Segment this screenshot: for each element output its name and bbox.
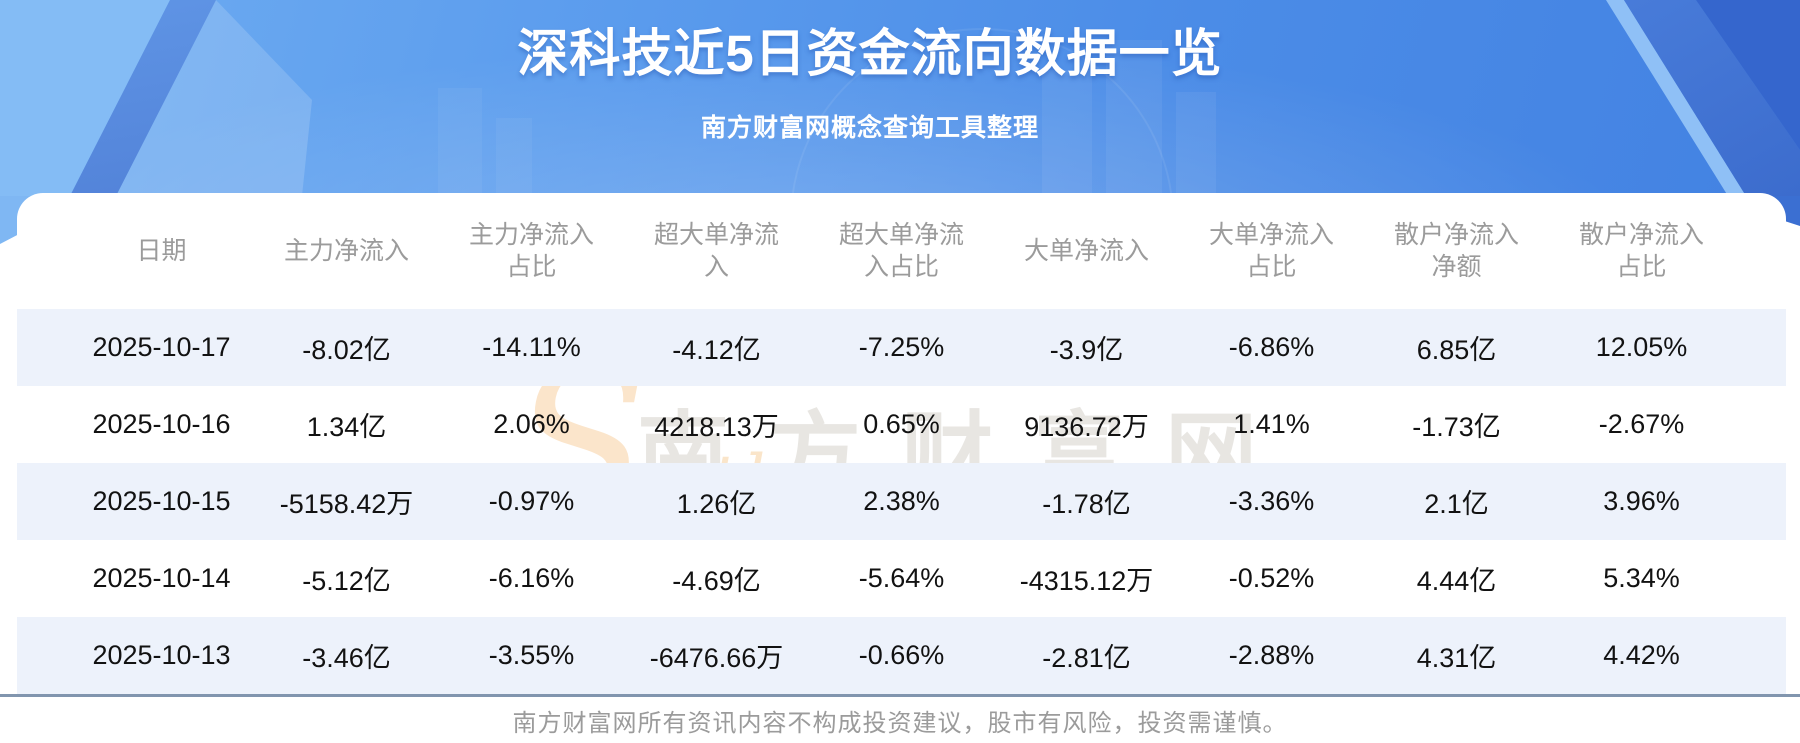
column-header: 大单净流入 [1023, 237, 1149, 265]
table-row: 2025-10-16 1.34亿 2.06% 4218.13万 0.65% 9136.72… [17, 386, 1786, 463]
table-cell: 1.26亿 [676, 489, 757, 519]
table-cell: 5.34% [1603, 563, 1680, 593]
table-cell: 4.42% [1603, 640, 1680, 670]
footer-divider [0, 694, 1800, 697]
column-header: 主力净流入占比 [468, 221, 594, 281]
table-cell: -3.36% [1228, 486, 1315, 516]
page-footer: 南方财富网所有资讯内容不构成投资建议，股市有风险，投资需谨慎。 [0, 697, 1800, 743]
table-cell: 2.06% [493, 409, 570, 439]
table-row: 2025-10-17 -8.02亿 -14.11% -4.12亿 -7.25% -3.9亿… [17, 309, 1786, 386]
column-header: 超大单净流入 [653, 221, 779, 281]
column-header: 主力净流入 [283, 237, 409, 265]
table-cell: 12.05% [1595, 332, 1688, 362]
table-cell: -2.88% [1228, 640, 1315, 670]
table-cell: 4.31亿 [1416, 643, 1497, 673]
table-cell: 2025-10-16 [92, 409, 231, 439]
table-cell: -6.86% [1228, 332, 1315, 362]
table-cell: -4315.12万 [1019, 566, 1154, 596]
table-cell: 1.41% [1233, 409, 1310, 439]
banner-faint-bar [438, 88, 482, 196]
table-cell: 2025-10-14 [92, 563, 231, 593]
column-header: 散户净流入占比 [1578, 221, 1704, 281]
column-header: 大单净流入占比 [1208, 221, 1334, 281]
table-cell: 4218.13万 [654, 412, 779, 442]
table-row: 2025-10-15 -5158.42万 -0.97% 1.26亿 2.38% -1.78… [17, 463, 1786, 540]
column-header: 超大单净流入占比 [838, 221, 964, 281]
banner-faint-bar [1176, 92, 1216, 196]
table-cell: -2.81亿 [1042, 643, 1131, 673]
column-header: 散户净流入净额 [1393, 221, 1519, 281]
table-cell: -3.46亿 [302, 643, 391, 673]
data-card: S outhmoney.com 南方财富网 日期主力净流入主力净流入占比超大单净… [17, 193, 1786, 694]
table-cell: -14.11% [482, 332, 581, 362]
page-title: 深科技近5日资金流向数据一览 [517, 25, 1223, 82]
table-cell: 0.65% [863, 409, 940, 439]
table-cell: 2025-10-17 [92, 332, 231, 362]
page-subtitle: 南方财富网概念查询工具整理 [700, 114, 1039, 142]
table-cell: -4.12亿 [672, 335, 761, 365]
column-header: 日期 [136, 237, 187, 265]
banner-faint-bar [496, 118, 532, 196]
table-cell: 9136.72万 [1024, 412, 1149, 442]
table-cell: -0.52% [1228, 563, 1315, 593]
table-cell: -1.73亿 [1412, 412, 1501, 442]
table-cell: -1.78亿 [1042, 489, 1131, 519]
table-cell: -0.97% [488, 486, 575, 516]
table-cell: 4.44亿 [1416, 566, 1497, 596]
table-cell: -5158.42万 [279, 489, 414, 519]
table-cell: -6476.66万 [649, 643, 784, 673]
hero-banner [0, 0, 1800, 196]
table-cell: -3.9亿 [1049, 335, 1124, 365]
disclaimer-text: 南方财富网所有资讯内容不构成投资建议，股市有风险，投资需谨慎。 [512, 709, 1288, 737]
table-cell: 3.96% [1603, 486, 1680, 516]
table-cell: 2025-10-15 [92, 486, 231, 516]
table-cell: -5.64% [858, 563, 945, 593]
table-cell: -7.25% [858, 332, 945, 362]
table-row: 2025-10-13 -3.46亿 -3.55% -6476.66万 -0.66% -2.… [17, 617, 1786, 694]
table-cell: 2.1亿 [1424, 489, 1489, 519]
table-cell: 1.34亿 [306, 412, 387, 442]
table-cell: -6.16% [488, 563, 575, 593]
table-header-row: 日期 主力净流入 主力净流入占比 超大单净流入 超大单净流入占比 大单净流入 大单净流入占比… [17, 193, 1786, 309]
table-cell: -3.55% [488, 640, 575, 670]
table-row: 2025-10-14 -5.12亿 -6.16% -4.69亿 -5.64% -4315.… [17, 540, 1786, 617]
banner-shape-right-corner [1540, 0, 1800, 196]
table-cell: -8.02亿 [302, 335, 391, 365]
hero-content: 深科技近5日资金流向数据一览 南方财富网概念查询工具整理 [0, 0, 1740, 144]
table-cell: -0.66% [858, 640, 945, 670]
table-cell: -4.69亿 [672, 566, 761, 596]
table-body: 2025-10-17 -8.02亿 -14.11% -4.12亿 -7.25% -3.9亿… [17, 309, 1786, 694]
table-cell: 2025-10-13 [92, 640, 231, 670]
table-cell: -2.67% [1598, 409, 1685, 439]
table-cell: 2.38% [863, 486, 940, 516]
table-cell: 6.85亿 [1416, 335, 1497, 365]
table-cell: -5.12亿 [302, 566, 391, 596]
